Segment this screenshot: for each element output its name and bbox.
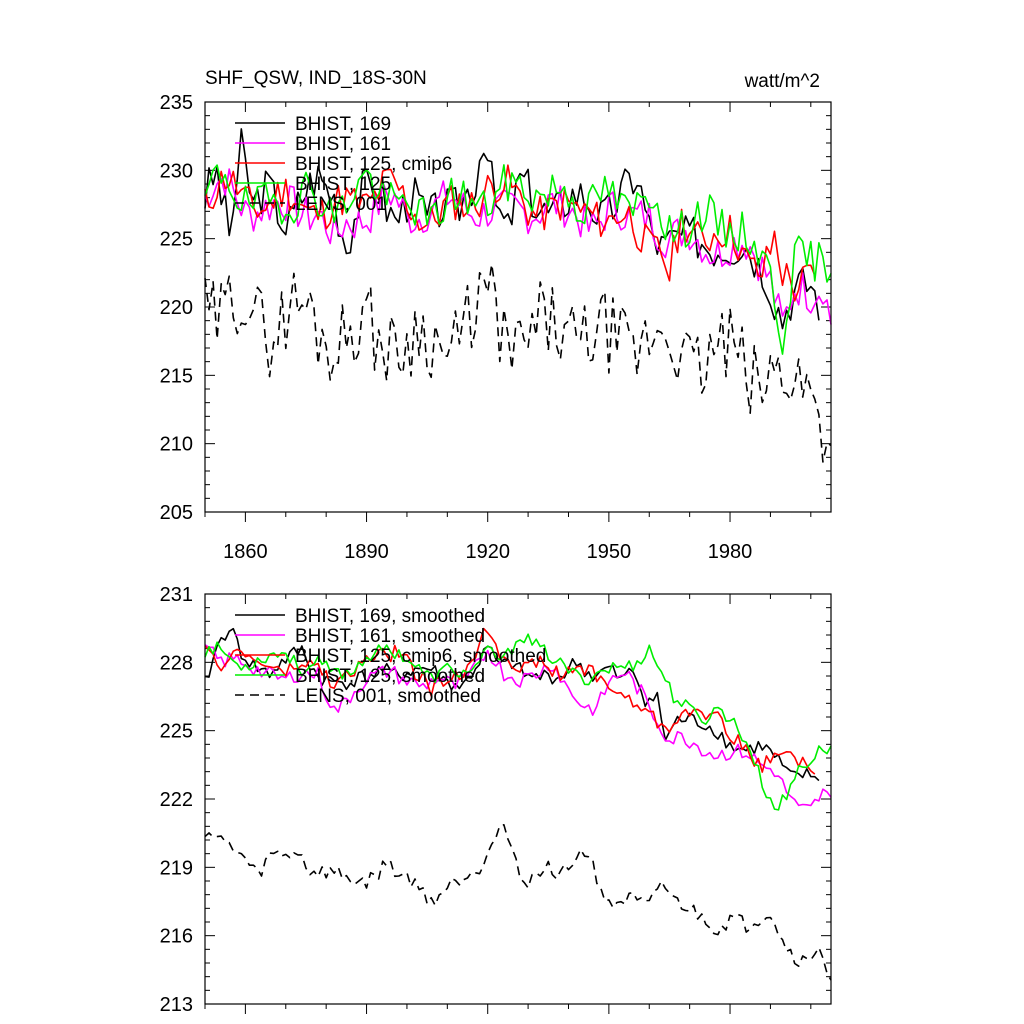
legend-label: BHIST, 169 — [295, 114, 391, 135]
top-panel: SHF_QSW, IND_18S-30N watt/m^2 205 210 215 2… — [160, 68, 832, 563]
x-tick-label: 1890 — [344, 541, 389, 563]
y-tick-label: 210 — [160, 434, 193, 456]
series-line — [204, 164, 816, 302]
legend-label: BHIST, 125, cmip6, smoothed — [295, 646, 546, 667]
y-tick-label: 235 — [160, 92, 193, 114]
series-line — [204, 823, 832, 981]
plot-frame-bottom — [204, 593, 832, 1005]
x-tick-label: 1950 — [587, 541, 632, 563]
y-tick-label: 216 — [160, 926, 193, 948]
series-line — [204, 627, 820, 782]
legend-label: LENS, 001 — [295, 194, 387, 215]
series-line — [204, 263, 832, 463]
bottom-panel: 213 216 219 222 225 228 231 BHIST, 169, smooth… — [160, 584, 832, 1016]
y-tick-label: 228 — [160, 652, 193, 674]
plot-frame-top — [204, 101, 832, 513]
series-line — [204, 168, 832, 325]
y-tick-label: 225 — [160, 229, 193, 251]
series-line — [204, 633, 832, 811]
y-tick-label: 213 — [160, 994, 193, 1016]
y-tick-label: 219 — [160, 857, 193, 879]
x-tick-label: 1920 — [465, 541, 510, 563]
y-tick-label: 222 — [160, 789, 193, 811]
x-tick-label: 1980 — [708, 541, 753, 563]
y-tick-label: 225 — [160, 721, 193, 743]
series-line — [204, 128, 820, 330]
series-line — [204, 644, 832, 807]
chart-title: SHF_QSW, IND_18S-30N — [205, 68, 427, 89]
legend-label: BHIST, 169, smoothed — [295, 606, 485, 627]
legend-label: BHIST, 125, smoothed — [295, 666, 485, 687]
y-tick-label: 220 — [160, 297, 193, 319]
legend-label: BHIST, 161, smoothed — [295, 626, 485, 647]
y-tick-label: 205 — [160, 502, 193, 524]
legend-label: LENS, 001, smoothed — [295, 686, 481, 707]
legend-label: BHIST, 161 — [295, 134, 391, 155]
y-tick-label: 230 — [160, 160, 193, 182]
units-label: watt/m^2 — [744, 71, 820, 92]
series-line — [204, 627, 816, 775]
y-tick-label: 215 — [160, 365, 193, 387]
legend-label: BHIST, 125 — [295, 174, 391, 195]
legend-label: BHIST, 125, cmip6 — [295, 154, 452, 175]
x-tick-label: 1860 — [223, 541, 268, 563]
y-tick-label: 231 — [160, 584, 193, 606]
series-line — [204, 164, 832, 355]
